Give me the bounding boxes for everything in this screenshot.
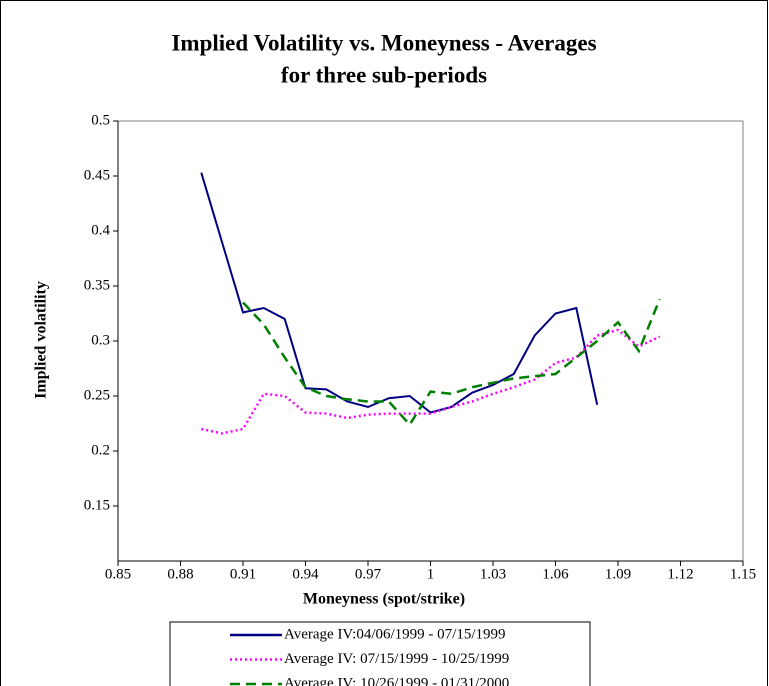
y-tick-label: 0.15	[84, 497, 110, 513]
legend-label: Average IV: 10/26/1999 - 01/31/2000	[284, 675, 509, 686]
chart-title: for three sub-periods	[281, 62, 487, 87]
x-tick-label: 0.97	[355, 566, 382, 582]
x-tick-label: 1	[427, 566, 435, 582]
y-tick-label: 0.3	[91, 332, 110, 348]
x-tick-label: 1.03	[480, 566, 506, 582]
chart-title: Implied Volatility vs. Moneyness - Avera…	[171, 30, 596, 55]
legend-label: Average IV: 07/15/1999 - 10/25/1999	[284, 651, 509, 667]
x-tick-label: 0.91	[230, 566, 256, 582]
x-tick-label: 0.85	[105, 566, 131, 582]
legend	[169, 621, 591, 686]
y-tick-label: 0.25	[84, 387, 110, 403]
y-tick-label: 0.2	[91, 442, 110, 458]
x-tick-label: 0.94	[292, 566, 319, 582]
y-tick-label: 0.35	[84, 277, 110, 293]
x-tick-label: 1.06	[542, 566, 569, 582]
y-tick-label: 0.4	[91, 222, 110, 238]
y-axis-title: Implied volatility	[33, 281, 50, 399]
x-tick-label: 1.09	[605, 566, 631, 582]
y-tick-label: 0.45	[84, 167, 110, 183]
x-tick-label: 0.88	[167, 566, 193, 582]
y-tick-label: 0.5	[91, 112, 110, 128]
x-axis-title: Moneyness (spot/strike)	[303, 591, 465, 608]
x-tick-label: 1.15	[730, 566, 756, 582]
series-line	[200, 172, 599, 414]
series-line	[201, 328, 661, 435]
series-line	[242, 298, 661, 427]
legend-label: Average IV:04/06/1999 - 07/15/1999	[284, 626, 505, 642]
x-tick-label: 1.12	[667, 566, 693, 582]
